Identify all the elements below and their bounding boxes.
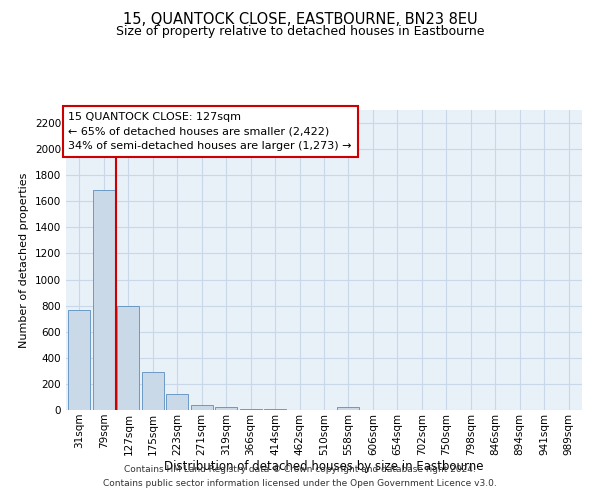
Bar	[239, 409, 262, 410]
Bar	[191, 406, 213, 410]
Bar	[93, 190, 115, 410]
Text: 15, QUANTOCK CLOSE, EASTBOURNE, BN23 8EU: 15, QUANTOCK CLOSE, EASTBOURNE, BN23 8EU	[122, 12, 478, 28]
Bar	[118, 306, 139, 410]
Text: Size of property relative to detached houses in Eastbourne: Size of property relative to detached ho…	[116, 25, 484, 38]
Text: 15 QUANTOCK CLOSE: 127sqm
← 65% of detached houses are smaller (2,422)
34% of se: 15 QUANTOCK CLOSE: 127sqm ← 65% of detac…	[68, 112, 352, 151]
Bar	[166, 394, 188, 410]
Bar	[68, 310, 91, 410]
Bar	[337, 408, 359, 410]
X-axis label: Distribution of detached houses by size in Eastbourne: Distribution of detached houses by size …	[164, 460, 484, 473]
Text: Contains HM Land Registry data © Crown copyright and database right 2024.
Contai: Contains HM Land Registry data © Crown c…	[103, 466, 497, 487]
Y-axis label: Number of detached properties: Number of detached properties	[19, 172, 29, 348]
Bar	[142, 372, 164, 410]
Bar	[215, 407, 237, 410]
